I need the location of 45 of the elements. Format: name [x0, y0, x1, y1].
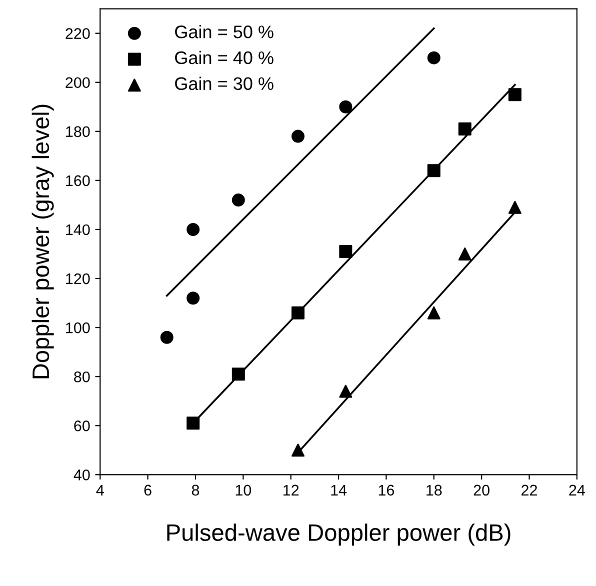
x-tick-label: 24: [569, 484, 585, 496]
x-axis-title: Pulsed-wave Doppler power (dB): [167, 524, 510, 546]
point: [291, 444, 305, 457]
point: [160, 330, 174, 344]
point: [508, 88, 522, 102]
point: [427, 306, 440, 320]
point: [232, 194, 245, 207]
point: [186, 416, 200, 430]
x-tick-label: 18: [426, 484, 442, 496]
y-tick-label: 140: [66, 224, 90, 236]
y-tick-label: 220: [66, 28, 90, 39]
y-tick-label: 200: [66, 77, 90, 88]
y-tick-label: 120: [66, 273, 90, 284]
point: [508, 200, 522, 214]
point: [232, 368, 245, 381]
x-tick-label: 8: [192, 484, 200, 496]
legend-label: Gain = 30 %: [175, 76, 274, 90]
x-tick-label: 14: [331, 484, 347, 496]
x-tick-label: 12: [284, 484, 299, 496]
x-tick-label: 16: [378, 484, 394, 496]
x-tick-label: 20: [474, 484, 490, 496]
y-tick-label: 80: [74, 371, 90, 382]
point: [186, 292, 200, 305]
y-tick-label: 100: [66, 322, 90, 334]
x-tick-label: 6: [144, 484, 152, 496]
y-tick-label: 60: [74, 420, 90, 432]
point: [339, 245, 352, 258]
y-tick-label: 160: [66, 175, 90, 186]
point: [458, 122, 472, 136]
point: [339, 384, 352, 398]
x-tick-label: 10: [236, 484, 252, 496]
point: [427, 164, 440, 178]
point: [458, 247, 472, 260]
point: [427, 51, 440, 64]
point: [339, 100, 352, 114]
legend-label: Gain = 50 %: [175, 25, 274, 38]
point: [186, 222, 200, 236]
legend-label: Gain = 40 %: [175, 50, 274, 64]
y-tick-label: 40: [74, 470, 90, 480]
point: [291, 306, 305, 320]
y-tick-label: 180: [66, 126, 90, 138]
x-tick-label: 4: [96, 484, 104, 496]
x-tick-label: 22: [522, 484, 537, 496]
point: [291, 130, 305, 143]
y-axis-title: Doppler power (gray level): [32, 104, 54, 378]
